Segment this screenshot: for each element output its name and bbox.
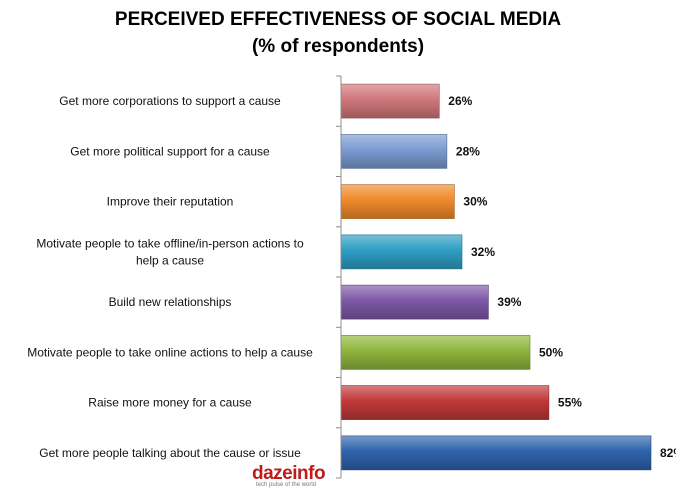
bar-8 [340,435,652,471]
value-label-7: 55% [558,396,582,410]
value-label-2: 28% [456,144,480,158]
category-label-8: Get more people talking about the cause … [39,446,301,460]
value-label-3: 30% [463,195,487,209]
category-label-6: Motivate people to take online actions t… [27,345,313,359]
category-label-2: Get more political support for a cause [70,144,270,158]
bar-3 [340,184,455,219]
category-label-7: Raise more money for a cause [88,396,252,410]
chart-subtitle: (% of respondents) [251,36,425,57]
value-label-8: 82% [660,446,676,460]
category-label-3: Improve their reputation [107,195,234,209]
value-label-6: 50% [539,345,563,359]
bars-layer: 26% Get more corporations to support a ca… [27,83,676,471]
chart-title: PERCEIVED EFFECTIVENESS OF SOCIAL MEDIA … [0,6,676,60]
category-label-4: Motivate people to take offline/in-perso… [36,236,304,267]
category-label-1: Get more corporations to support a cause [59,94,281,108]
dazeinfo-logo: dazeinfo [252,463,326,484]
bar-4 [340,234,463,270]
category-label-5: Build new relationships [109,295,232,309]
value-label-4: 32% [471,245,495,259]
bar-1 [340,83,440,119]
bar-5 [340,284,489,320]
bar-6 [340,335,531,370]
value-label-5: 39% [497,295,521,309]
chart-title-line-1: PERCEIVED EFFECTIVENESS OF SOCIAL MEDIA [114,9,562,30]
axis-layer [336,75,342,479]
bar-2 [340,134,448,169]
value-label-1: 26% [448,94,472,108]
logo-tagline: tech pulse of the world [256,482,317,488]
bar-7 [340,385,550,420]
